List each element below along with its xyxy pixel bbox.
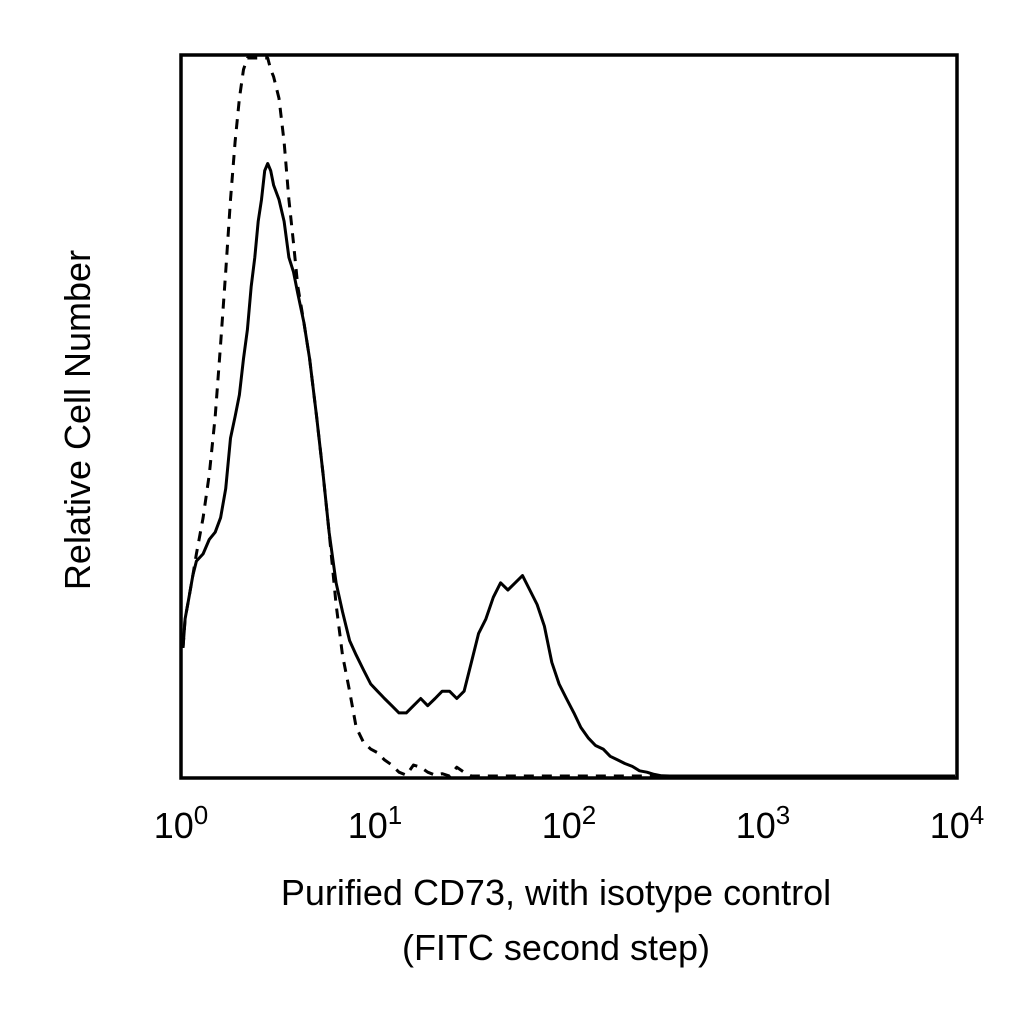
x-tick-base: 10 — [930, 805, 970, 846]
series-line-dashed — [181, 56, 955, 778]
x-axis-label-line1: Purified CD73, with isotype control — [281, 872, 831, 913]
y-axis-label: Relative Cell Number — [57, 250, 98, 590]
x-tick-base: 10 — [348, 805, 388, 846]
series-layer — [181, 56, 955, 778]
x-tick-label: 102 — [542, 800, 597, 846]
x-tick-label: 103 — [736, 800, 791, 846]
x-tick-exponent: 4 — [970, 800, 984, 830]
x-tick-base: 10 — [736, 805, 776, 846]
x-axis-label-line2: (FITC second step) — [402, 927, 710, 968]
plot-frame — [179, 53, 959, 780]
series-line-solid — [181, 162, 955, 778]
x-tick-label: 101 — [348, 800, 403, 846]
x-tick-base: 10 — [154, 805, 194, 846]
x-tick-exponent: 0 — [194, 800, 208, 830]
x-tick-exponent: 1 — [388, 800, 402, 830]
x-tick-labels: 100 101 102 103 104 — [154, 800, 985, 846]
x-tick-label: 100 — [154, 800, 209, 846]
x-tick-exponent: 2 — [582, 800, 596, 830]
x-tick-exponent: 3 — [776, 800, 790, 830]
x-tick-base: 10 — [542, 805, 582, 846]
x-tick-label: 104 — [930, 800, 985, 846]
